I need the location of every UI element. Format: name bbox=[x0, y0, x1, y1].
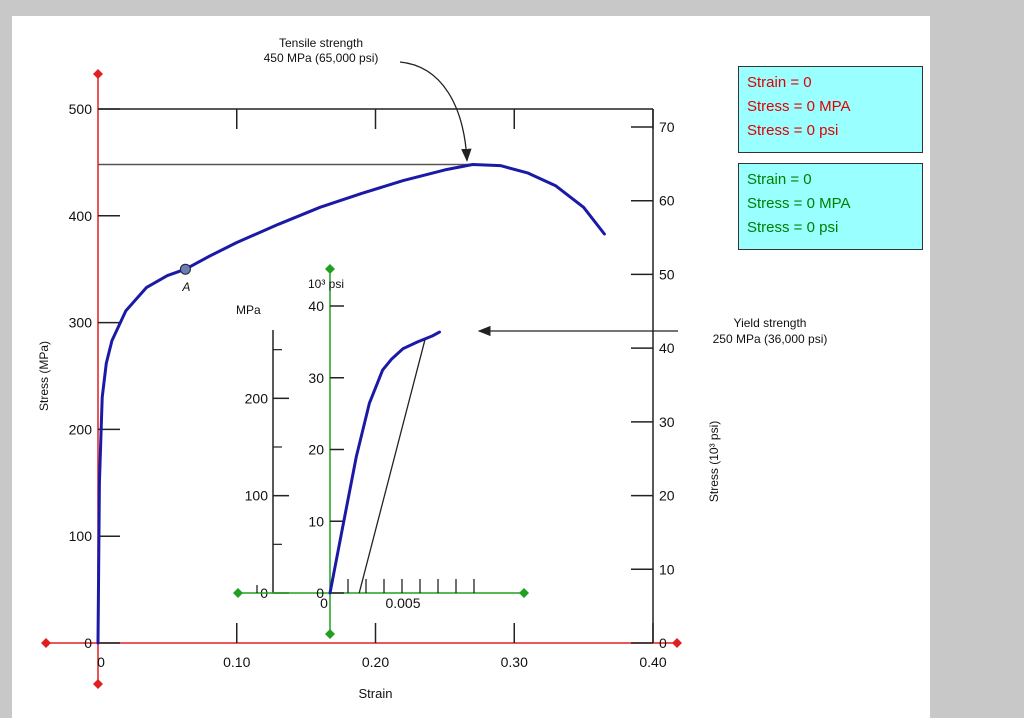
y-left-axis-label: Stress (MPa) bbox=[37, 341, 51, 411]
inset-mpa-label: MPa bbox=[236, 303, 261, 317]
stress-strain-curve bbox=[96, 163, 606, 645]
y-right-tick-label: 10 bbox=[659, 561, 675, 577]
y-right-tick-label: 40 bbox=[659, 340, 675, 356]
tensile-strength-value: 450 MPa (65,000 psi) bbox=[264, 51, 379, 65]
point-a-label: A bbox=[181, 280, 190, 294]
y-right-tick-label: 20 bbox=[659, 488, 675, 504]
y-right-tick-label: 50 bbox=[659, 266, 675, 282]
x-tick-label: 0.10 bbox=[223, 654, 250, 670]
red-axis-handle-3 bbox=[672, 638, 682, 648]
x-tick-label: 0.40 bbox=[639, 654, 666, 670]
y-left-tick-label: 200 bbox=[69, 421, 93, 437]
green-axis-handle-3 bbox=[519, 588, 529, 598]
x-tick-label: 0.30 bbox=[501, 654, 528, 670]
y-left-tick-label: 100 bbox=[69, 528, 93, 544]
readout-red-strain: Strain = 0 bbox=[747, 74, 812, 91]
inset-x-tick-label: 0.005 bbox=[385, 595, 420, 611]
readout-green-stress-mpa: Stress = 0 MPA bbox=[747, 195, 851, 212]
red-axis-handle-0 bbox=[93, 69, 103, 79]
green-axis-handle-2 bbox=[233, 588, 243, 598]
y-left-tick-label: 500 bbox=[69, 101, 93, 117]
y-right-axis-label: Stress (10³ psi) bbox=[707, 421, 721, 502]
inset-mpa-tick-label: 200 bbox=[245, 390, 269, 406]
inset-x-tick-label-zero: 0 bbox=[320, 595, 328, 611]
y-left-tick-label: 300 bbox=[69, 315, 93, 331]
inset-elastic-curve bbox=[328, 330, 441, 595]
y-left-tick-label: 0 bbox=[84, 635, 92, 651]
y-left-tick-label: 400 bbox=[69, 208, 93, 224]
inset-psi-tick-label: 20 bbox=[308, 442, 324, 458]
green-axis-handle-1 bbox=[325, 629, 335, 639]
y-right-tick-label: 70 bbox=[659, 119, 675, 135]
inset-psi-tick-label: 40 bbox=[308, 298, 324, 314]
yield-strength-value: 250 MPa (36,000 psi) bbox=[713, 332, 828, 346]
green-axis-handle-0 bbox=[325, 264, 335, 274]
tensile-strength-title: Tensile strength bbox=[279, 36, 363, 50]
point-a-marker bbox=[179, 263, 191, 275]
yield-strength-title: Yield strength bbox=[734, 316, 807, 330]
chart-panel: 0 100 200 300 400 500 0 10 20 30 40 50 60 70 0 0.10 0.20… bbox=[12, 16, 930, 718]
readout-box-red: Strain = 0 Stress = 0 MPA Stress = 0 psi bbox=[738, 66, 923, 153]
readout-box-green: Strain = 0 Stress = 0 MPA Stress = 0 psi bbox=[738, 163, 923, 250]
inset-psi-tick-label: 30 bbox=[308, 370, 324, 386]
tensile-strength-arrow bbox=[399, 61, 472, 162]
red-axis-handle-2 bbox=[41, 638, 51, 648]
red-axis-handle-1 bbox=[93, 679, 103, 689]
x-tick-label: 0 bbox=[97, 654, 105, 670]
inset-psi-tick-label: 0 bbox=[316, 585, 324, 601]
x-tick-label: 0.20 bbox=[362, 654, 389, 670]
y-right-tick-label: 60 bbox=[659, 193, 675, 209]
readout-red-stress-mpa: Stress = 0 MPA bbox=[747, 98, 851, 115]
readout-red-stress-psi: Stress = 0 psi bbox=[747, 122, 839, 139]
x-axis-label: Strain bbox=[359, 686, 393, 701]
readout-green-strain: Strain = 0 bbox=[747, 171, 812, 188]
inset-psi-label: 10³ psi bbox=[308, 277, 344, 291]
inset-mpa-tick-label: 100 bbox=[245, 488, 269, 504]
y-right-tick-label: 0 bbox=[659, 635, 667, 651]
inset-psi-tick-label: 10 bbox=[308, 513, 324, 529]
readout-green-stress-psi: Stress = 0 psi bbox=[747, 219, 839, 236]
inset-offset-line bbox=[358, 339, 426, 594]
y-right-tick-label: 30 bbox=[659, 414, 675, 430]
